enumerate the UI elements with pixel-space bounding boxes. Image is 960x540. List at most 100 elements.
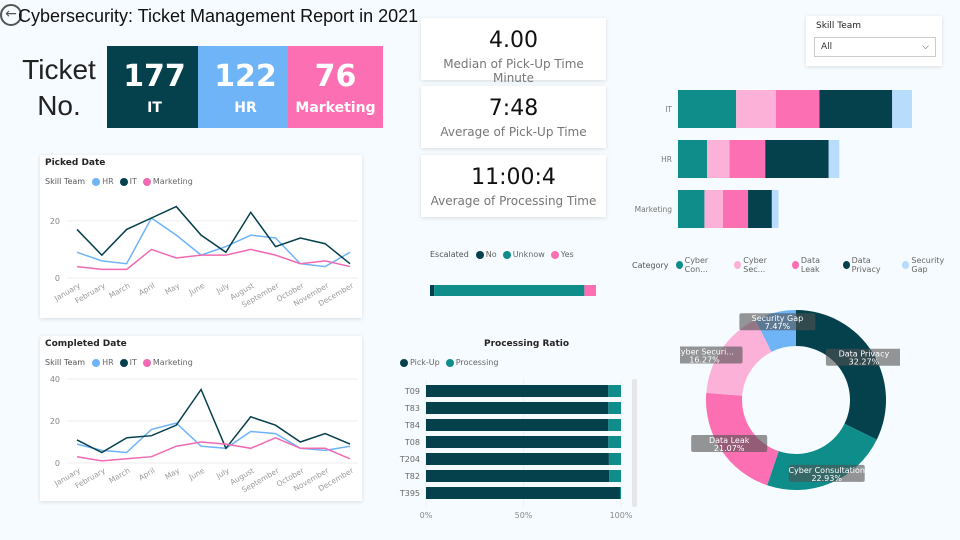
x-tick-label: June: [187, 281, 207, 298]
ticket-label: Ticket No.: [14, 52, 104, 124]
bar-segment: [765, 140, 829, 178]
legend-item[interactable]: Cyber Con...: [675, 256, 729, 274]
bar-pickup: [426, 402, 609, 414]
data-label-category: Security Gap: [752, 314, 804, 323]
legend-item[interactable]: Pick-Up: [400, 358, 440, 367]
category-label: Marketing: [635, 205, 673, 214]
data-label-percent: 32.27%: [849, 358, 880, 367]
legend-item[interactable]: Security Gap: [902, 256, 957, 274]
bar-segment: [678, 140, 708, 178]
bar-processing: [608, 436, 621, 448]
bar-segment: [892, 90, 912, 128]
legend-dot: [92, 177, 101, 186]
legend-item[interactable]: Data Leak: [791, 256, 837, 274]
scrollbar[interactable]: [632, 379, 637, 507]
category-stacked-bar-chart: IT HR Marketing: [635, 90, 912, 228]
legend-title: Skill Team: [45, 358, 86, 367]
metric-card-avg-processing: 11:00:4 Average of Processing Time: [421, 155, 606, 217]
kpi-value: 122: [214, 59, 277, 94]
page-title: Cybersecurity: Ticket Management Report …: [18, 6, 419, 26]
legend-label: Data Privacy: [851, 256, 881, 274]
ticket-label: T84: [404, 421, 420, 430]
legend-dot: [142, 358, 151, 367]
metric-caption: Average of Processing Time: [430, 194, 597, 208]
data-label-category: Cyber Consultation: [788, 466, 865, 475]
legend-item[interactable]: Data Privacy: [842, 256, 897, 274]
category-legend: Category Cyber Con... Cyber Sec... Data Lea…: [632, 256, 960, 274]
ticket-label: T09: [404, 387, 420, 396]
legend-item[interactable]: IT: [119, 177, 137, 186]
x-tick-label: 0%: [420, 511, 433, 520]
processing-ratio-chart: 0% 50% 100% T09 T83 T84 T08 T204 T82 T395: [399, 379, 637, 520]
legend-item[interactable]: IT: [119, 358, 137, 367]
metric-value: 4.00: [489, 28, 538, 53]
legend-item[interactable]: No: [475, 250, 497, 259]
legend-dot: [734, 261, 742, 269]
x-tick-label: March: [107, 466, 132, 485]
metric-caption: Median of Pick-Up Time Minute: [443, 57, 584, 85]
legend-dot: [445, 358, 454, 367]
legend-dot: [400, 358, 408, 367]
legend-item[interactable]: Marketing: [142, 177, 193, 186]
legend-dot: [842, 261, 850, 269]
kpi-card-marketing: 76 Marketing: [288, 46, 383, 128]
bar-segment: [722, 190, 749, 228]
bar-segment: [678, 190, 705, 228]
legend-label: HR: [102, 358, 114, 367]
data-label-percent: 22.93%: [811, 474, 842, 483]
legend-item[interactable]: Processing: [445, 358, 499, 367]
legend-label: Marketing: [152, 177, 193, 186]
escalated-bar-chart: [430, 285, 596, 296]
data-label-percent: 16.27%: [689, 355, 720, 364]
legend-item[interactable]: HR: [92, 358, 114, 367]
bar-pickup: [426, 470, 610, 482]
series-line-marketing: [76, 248, 351, 271]
skill-team-dropdown[interactable]: All ⌵: [814, 37, 936, 57]
back-arrow-icon: ←: [5, 6, 17, 22]
escalated-segment-unknow: [434, 285, 585, 296]
legend-item[interactable]: HR: [92, 177, 114, 186]
x-tick-label: May: [163, 281, 181, 297]
ticket-label: T82: [404, 472, 420, 481]
metric-caption: Average of Pick-Up Time: [440, 125, 587, 139]
y-tick-label: 0: [55, 274, 60, 283]
ticket-label: T83: [404, 404, 420, 413]
kpi-value: 177: [123, 59, 186, 94]
legend-label: Yes: [560, 250, 574, 259]
legend-label: Processing: [455, 358, 499, 367]
x-tick-label: June: [187, 466, 207, 483]
skill-team-slicer: Skill Team All ⌵: [806, 16, 942, 66]
completed-date-chart: Completed Date Skill Team HR IT Marketing 0…: [40, 336, 362, 501]
back-button[interactable]: ←: [0, 4, 22, 26]
legend-title: Category: [632, 260, 669, 270]
data-label-category: Cyber Securi...: [680, 347, 734, 356]
legend-label: Marketing: [152, 358, 193, 367]
legend-label: IT: [129, 177, 137, 186]
y-tick-label: 20: [50, 217, 60, 226]
processing-ratio-title: Processing Ratio: [484, 339, 570, 349]
legend-dot: [92, 358, 101, 367]
bar-segment: [828, 140, 840, 178]
legend-item[interactable]: Yes: [550, 250, 574, 259]
bar-segment: [819, 90, 893, 128]
bar-pickup: [426, 385, 609, 397]
ticket-label-line2: No.: [37, 90, 81, 121]
legend-item[interactable]: Unknow: [502, 250, 545, 259]
legend-label: Unknow: [512, 250, 545, 259]
bar-segment: [729, 140, 766, 178]
chevron-down-icon: ⌵: [922, 42, 929, 52]
legend-label: No: [485, 250, 497, 259]
donut-slice: [796, 310, 886, 440]
legend-item[interactable]: Cyber Sec...: [734, 256, 786, 274]
metric-card-median-pickup: 4.00 Median of Pick-Up Time Minute: [421, 18, 606, 85]
dropdown-value: All: [821, 42, 833, 52]
kpi-label: Marketing: [295, 100, 376, 116]
legend-dot: [675, 261, 683, 269]
bar-segment: [775, 90, 820, 128]
legend-item[interactable]: Marketing: [142, 358, 193, 367]
legend-dot: [902, 261, 910, 269]
legend-label: Pick-Up: [410, 358, 440, 367]
metric-value: 11:00:4: [471, 165, 556, 190]
